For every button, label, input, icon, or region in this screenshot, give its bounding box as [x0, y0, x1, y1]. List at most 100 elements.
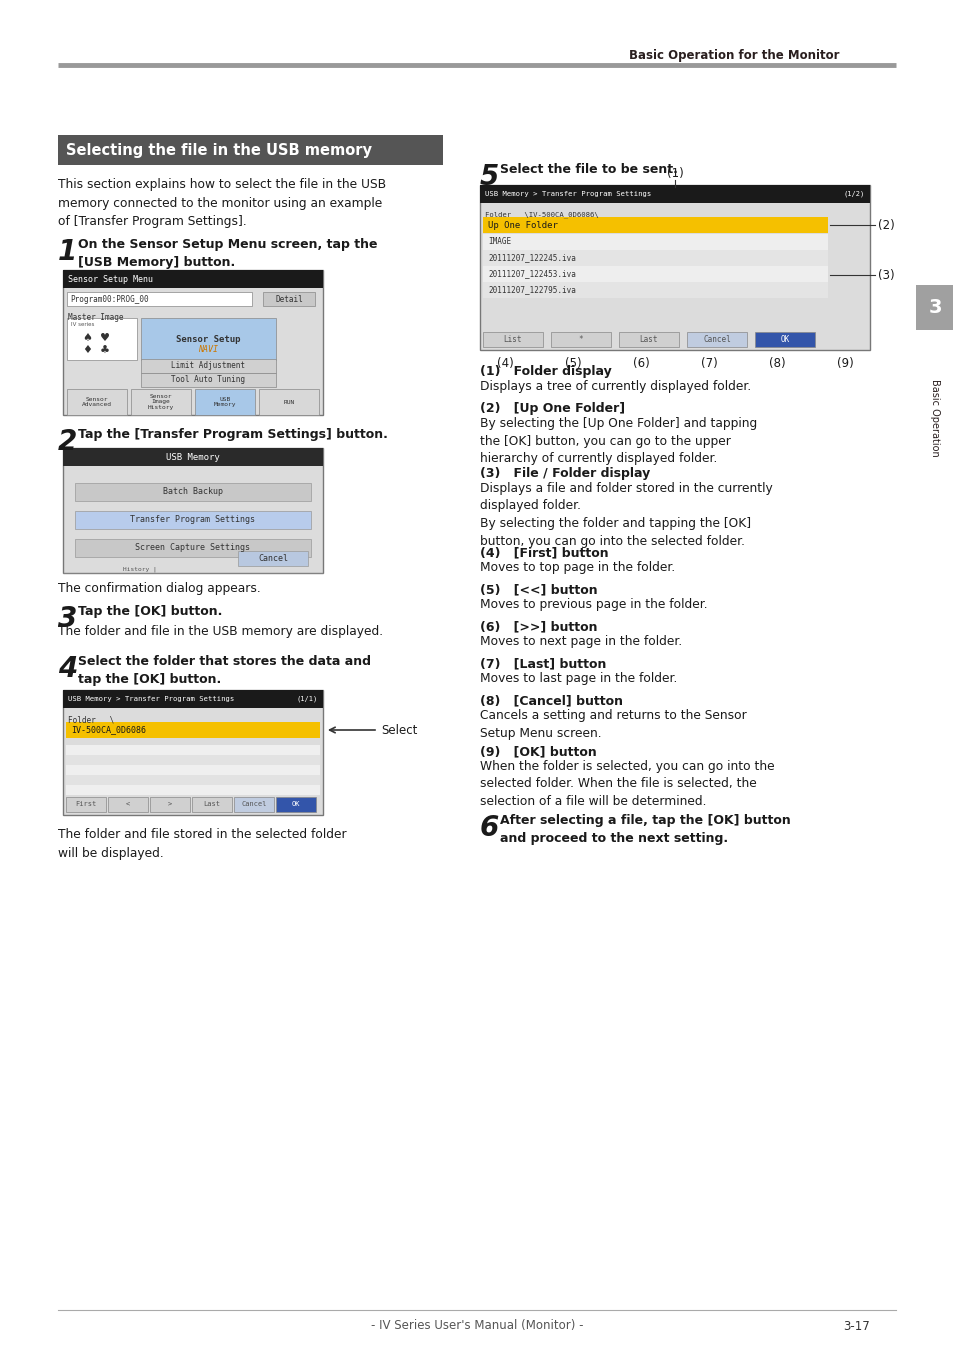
- Text: 4: 4: [58, 655, 77, 683]
- Text: After selecting a file, tap the [OK] button
and proceed to the next setting.: After selecting a file, tap the [OK] but…: [499, 814, 790, 845]
- Text: Screen Capture Settings: Screen Capture Settings: [135, 543, 251, 553]
- Text: (9)   [OK] button: (9) [OK] button: [479, 745, 597, 758]
- Bar: [258, 390, 318, 415]
- Bar: [194, 390, 254, 415]
- Bar: [482, 249, 827, 266]
- Text: - IV Series User's Manual (Monitor) -: - IV Series User's Manual (Monitor) -: [371, 1320, 582, 1333]
- Text: >: >: [168, 802, 172, 807]
- Text: RUN: RUN: [283, 399, 294, 404]
- Text: History |: History |: [123, 566, 156, 572]
- Text: 3: 3: [927, 298, 941, 317]
- Text: (4): (4): [497, 356, 513, 369]
- Text: (7)   [Last] button: (7) [Last] button: [479, 656, 606, 670]
- Text: ♠  ♥: ♠ ♥: [83, 333, 110, 342]
- Text: NAVI: NAVI: [198, 345, 218, 355]
- Text: (6)   [>>] button: (6) [>>] button: [479, 620, 597, 634]
- Bar: [63, 690, 323, 816]
- Text: Tap the [Transfer Program Settings] button.: Tap the [Transfer Program Settings] butt…: [78, 429, 388, 441]
- Text: (7): (7): [700, 356, 717, 369]
- Bar: [66, 745, 319, 755]
- Bar: [237, 551, 308, 566]
- Text: (6): (6): [632, 356, 649, 369]
- Text: Moves to top page in the folder.: Moves to top page in the folder.: [479, 561, 675, 574]
- Text: Selecting the file in the USB memory: Selecting the file in the USB memory: [66, 143, 372, 158]
- Text: (1/2): (1/2): [842, 191, 864, 197]
- Bar: [915, 284, 953, 330]
- Text: 20111207_122245.iva: 20111207_122245.iva: [488, 253, 576, 263]
- Bar: [482, 282, 827, 298]
- Bar: [66, 775, 319, 785]
- Text: List: List: [503, 336, 521, 344]
- Bar: [67, 318, 137, 360]
- Bar: [108, 797, 148, 811]
- Bar: [141, 318, 275, 360]
- Text: When the folder is selected, you can go into the
selected folder. When the file : When the folder is selected, you can go …: [479, 760, 774, 807]
- Text: Sensor Setup: Sensor Setup: [175, 334, 240, 344]
- Text: By selecting the [Up One Folder] and tapping
the [OK] button, you can go to the : By selecting the [Up One Folder] and tap…: [479, 417, 757, 465]
- Text: Displays a tree of currently displayed folder.: Displays a tree of currently displayed f…: [479, 380, 750, 394]
- Bar: [75, 483, 311, 501]
- Text: USB Memory: USB Memory: [166, 453, 219, 461]
- Bar: [150, 797, 190, 811]
- Bar: [482, 235, 827, 249]
- Bar: [482, 332, 542, 346]
- Text: (8)   [Cancel] button: (8) [Cancel] button: [479, 694, 622, 706]
- Bar: [233, 797, 274, 811]
- Text: First: First: [75, 802, 96, 807]
- Text: *: *: [578, 336, 582, 344]
- Text: OK: OK: [780, 336, 789, 344]
- Bar: [63, 448, 323, 573]
- Text: Basic Operation for the Monitor: Basic Operation for the Monitor: [629, 49, 840, 62]
- Bar: [67, 293, 252, 306]
- Text: The confirmation dialog appears.: The confirmation dialog appears.: [58, 582, 260, 594]
- Text: Displays a file and folder stored in the currently
displayed folder.
By selectin: Displays a file and folder stored in the…: [479, 483, 772, 547]
- Text: This section explains how to select the file in the USB
memory connected to the : This section explains how to select the …: [58, 178, 386, 228]
- Bar: [482, 217, 827, 233]
- Text: 20111207_122795.iva: 20111207_122795.iva: [488, 286, 576, 294]
- Text: 20111207_122453.iva: 20111207_122453.iva: [488, 270, 576, 279]
- Text: (9): (9): [836, 356, 853, 369]
- Bar: [141, 373, 275, 387]
- Bar: [482, 266, 827, 282]
- Text: Moves to previous page in the folder.: Moves to previous page in the folder.: [479, 599, 707, 611]
- Text: 6: 6: [479, 814, 498, 842]
- Bar: [686, 332, 746, 346]
- Bar: [66, 723, 319, 737]
- Bar: [479, 185, 869, 204]
- Text: (2): (2): [877, 218, 894, 232]
- Bar: [66, 766, 319, 775]
- Text: Last: Last: [203, 802, 220, 807]
- Text: OK: OK: [292, 802, 300, 807]
- Bar: [63, 690, 323, 708]
- Text: IV-500CA_0D6086: IV-500CA_0D6086: [71, 725, 146, 735]
- Text: Up One Folder: Up One Folder: [488, 221, 558, 229]
- Text: 2: 2: [58, 429, 77, 456]
- Text: Sensor Setup Menu: Sensor Setup Menu: [68, 275, 152, 283]
- Bar: [75, 539, 311, 557]
- Text: (1): (1): [666, 167, 682, 179]
- Text: On the Sensor Setup Menu screen, tap the
[USB Memory] button.: On the Sensor Setup Menu screen, tap the…: [78, 239, 377, 270]
- Text: IMAGE: IMAGE: [488, 237, 511, 247]
- Text: Folder   \IV-500CA_0D6086\: Folder \IV-500CA_0D6086\: [484, 212, 602, 218]
- Bar: [131, 390, 191, 415]
- Text: Select: Select: [380, 724, 416, 736]
- Text: USB Memory > Transfer Program Settings: USB Memory > Transfer Program Settings: [484, 191, 651, 197]
- Bar: [66, 785, 319, 795]
- Bar: [63, 270, 323, 288]
- Text: The folder and file in the USB memory are displayed.: The folder and file in the USB memory ar…: [58, 625, 383, 638]
- Text: Cancels a setting and returns to the Sensor
Setup Menu screen.: Cancels a setting and returns to the Sen…: [479, 709, 746, 740]
- Bar: [275, 797, 315, 811]
- Text: Program00:PROG_00: Program00:PROG_00: [70, 294, 149, 303]
- Bar: [263, 293, 314, 306]
- Bar: [754, 332, 814, 346]
- Bar: [75, 511, 311, 528]
- Text: (4)   [First] button: (4) [First] button: [479, 546, 608, 559]
- Text: ♦  ♣: ♦ ♣: [83, 345, 110, 355]
- Text: IV series: IV series: [71, 322, 94, 328]
- Text: USB
Memory: USB Memory: [213, 396, 236, 407]
- Text: Moves to last page in the folder.: Moves to last page in the folder.: [479, 673, 677, 685]
- Text: Batch Backup: Batch Backup: [163, 488, 223, 496]
- Text: Moves to next page in the folder.: Moves to next page in the folder.: [479, 635, 681, 648]
- Text: Detail: Detail: [274, 294, 302, 303]
- Bar: [479, 185, 869, 350]
